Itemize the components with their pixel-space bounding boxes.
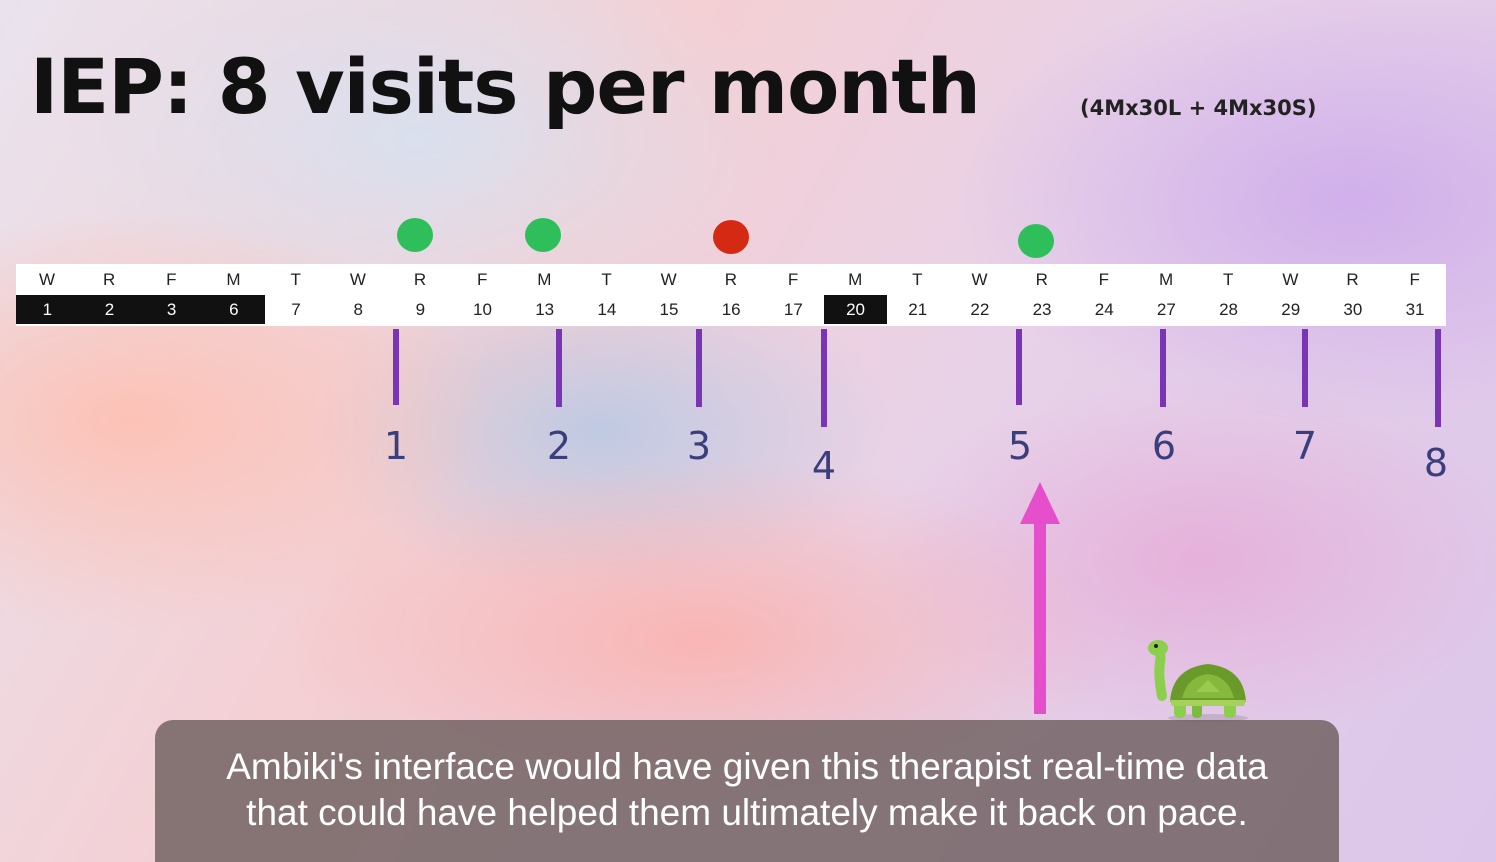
date-number: 24 xyxy=(1094,300,1114,319)
date-number: 17 xyxy=(783,300,803,319)
date-number: 1 xyxy=(16,295,79,324)
weekday-letter: F xyxy=(476,270,488,289)
caption-box: Ambiki's interface would have given this… xyxy=(155,720,1339,862)
date-number: 3 xyxy=(140,295,203,324)
pace-label-4: 4 xyxy=(811,444,837,488)
pace-tick xyxy=(1302,329,1308,407)
pace-tick xyxy=(1160,329,1166,407)
pace-tick xyxy=(821,329,827,427)
date-number: 29 xyxy=(1281,300,1301,319)
date-number: 8 xyxy=(353,300,363,319)
weekday-letter: T xyxy=(1223,270,1234,289)
pace-label-8: 8 xyxy=(1423,441,1449,485)
pace-tick xyxy=(696,329,702,407)
attended-visit-dot xyxy=(397,218,433,252)
weekday-letter: R xyxy=(1346,270,1359,289)
caption-line-2: that could have helped them ultimately m… xyxy=(246,792,1248,833)
pace-label-2: 2 xyxy=(546,424,572,468)
weekday-letter: T xyxy=(912,270,923,289)
weekday-letter: F xyxy=(1098,270,1110,289)
date-number: 27 xyxy=(1156,300,1176,319)
date-number: 7 xyxy=(291,300,301,319)
up-arrow-icon xyxy=(1020,482,1060,524)
weekday-letter: M xyxy=(226,270,241,289)
date-number: 23 xyxy=(1032,300,1052,319)
date-number: 28 xyxy=(1219,300,1238,319)
date-number: 13 xyxy=(535,300,555,319)
calendar-strip: W 1 R 2 F 3 M 6 T 7 W 8 R 9 F 10 M 13 T 14 W 15 R 16 F 17 M 20 T 21 W 2… xyxy=(16,264,1446,326)
turtle-icon xyxy=(1148,640,1248,722)
date-number: 30 xyxy=(1343,300,1363,319)
pace-label-5: 5 xyxy=(1007,424,1033,468)
weekday-letter: W xyxy=(1282,270,1299,289)
weekday-letter: R xyxy=(724,270,737,289)
weekday-letter: W xyxy=(38,270,56,289)
weekday-letter: F xyxy=(787,270,799,289)
pace-tick xyxy=(1016,329,1022,405)
date-number: 9 xyxy=(415,300,426,319)
pace-label-3: 3 xyxy=(686,424,712,468)
up-arrow-shaft xyxy=(1034,520,1046,714)
date-number: 10 xyxy=(473,300,492,319)
weekday-letter: R xyxy=(413,270,427,289)
missed-visit-dot xyxy=(713,220,749,254)
weekday-letter: R xyxy=(1035,270,1048,289)
attended-visit-dot xyxy=(525,218,561,252)
date-number: 14 xyxy=(597,300,617,319)
date-number: 6 xyxy=(202,295,266,324)
slide-title: IEP: 8 visits per month xyxy=(30,42,981,131)
weekday-letter: W xyxy=(349,270,366,289)
date-number: 20 xyxy=(824,295,887,324)
slide-subtitle: (4Mx30L + 4Mx30S) xyxy=(1080,96,1317,120)
pace-label-1: 1 xyxy=(383,424,409,468)
weekday-letter: F xyxy=(166,270,177,289)
weekday-letter: W xyxy=(971,270,988,289)
weekday-letter: R xyxy=(103,270,116,289)
weekday-letter: M xyxy=(537,270,552,289)
weekday-letter: T xyxy=(290,270,301,289)
date-number: 31 xyxy=(1405,300,1425,319)
weekday-letter: W xyxy=(660,270,677,289)
pace-tick xyxy=(393,329,399,405)
weekday-letter: M xyxy=(1158,270,1174,289)
date-number: 21 xyxy=(908,300,928,319)
pace-label-6: 6 xyxy=(1151,424,1177,468)
date-number: 15 xyxy=(659,300,679,319)
weekday-letter: M xyxy=(848,270,863,289)
date-number: 16 xyxy=(721,300,741,319)
pace-tick xyxy=(1435,329,1441,427)
attended-visit-dot xyxy=(1018,224,1054,258)
weekday-letter: T xyxy=(601,270,612,289)
date-number: 22 xyxy=(970,300,990,319)
pace-tick xyxy=(556,329,562,407)
pace-label-7: 7 xyxy=(1292,424,1318,468)
date-number: 2 xyxy=(78,295,141,324)
caption-line-1: Ambiki's interface would have given this… xyxy=(226,746,1268,787)
weekday-letter: F xyxy=(1409,270,1420,289)
